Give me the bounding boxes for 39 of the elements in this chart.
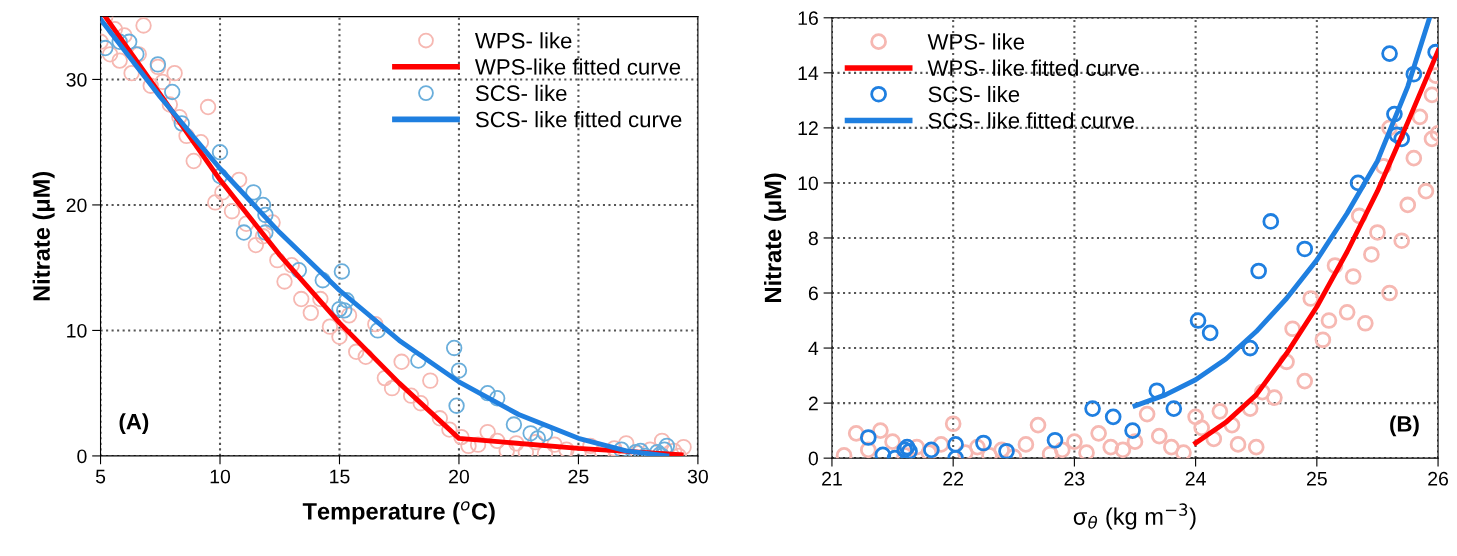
- legend-label: WPS-like fitted curve: [474, 58, 681, 75]
- y-tick-label: 0: [77, 449, 87, 464]
- y-tick-label: 12: [798, 121, 818, 135]
- x-axis-title: Temperature ($^{o}$C): [302, 501, 495, 525]
- annotation: (A): [119, 413, 149, 434]
- y-axis-title: Nitrate (μM): [32, 171, 55, 301]
- legend-label: WPS- like: [474, 32, 572, 49]
- x-axis-title: σ$_{θ}$ (kg m$^{−3}$): [1073, 503, 1196, 530]
- x-tick-label: 21: [822, 471, 842, 486]
- y-tick-label: 20: [66, 198, 87, 213]
- legend-label: SCS- like: [475, 84, 567, 102]
- x-tick-label: 30: [687, 469, 708, 484]
- legend-label: SCS- like: [928, 85, 1020, 103]
- y-tick-label: 0: [808, 451, 818, 466]
- y-axis-title: Nitrate (μM): [764, 173, 787, 302]
- x-tick-label: 20: [449, 469, 470, 484]
- legend-label: WPS- like: [927, 33, 1025, 50]
- x-tick-label: 26: [1428, 471, 1449, 486]
- x-tick-label: 25: [1307, 471, 1327, 486]
- y-tick-label: 10: [798, 176, 818, 191]
- legend-label: WPS- like fitted curve: [927, 59, 1139, 76]
- y-tick-label: 10: [67, 323, 87, 338]
- annotation: (B): [1390, 415, 1419, 437]
- y-tick-label: 4: [808, 341, 819, 356]
- legend-label: SCS- like fitted curve: [475, 111, 682, 128]
- y-tick-label: 30: [66, 72, 87, 87]
- y-tick-label: 8: [808, 231, 818, 246]
- x-tick-label: 5: [95, 469, 106, 484]
- y-tick-label: 16: [798, 11, 818, 26]
- legend-label: SCS- like fitted curve: [928, 112, 1134, 129]
- x-tick-label: 24: [1185, 471, 1206, 486]
- x-tick-label: 15: [330, 469, 350, 484]
- y-tick-label: 14: [798, 66, 819, 80]
- x-tick-label: 10: [210, 469, 231, 484]
- x-tick-label: 22: [943, 471, 964, 486]
- x-tick-label: 25: [568, 469, 589, 484]
- x-tick-label: 23: [1064, 471, 1085, 486]
- y-tick-label: 6: [808, 286, 818, 301]
- y-tick-label: 2: [808, 396, 818, 411]
